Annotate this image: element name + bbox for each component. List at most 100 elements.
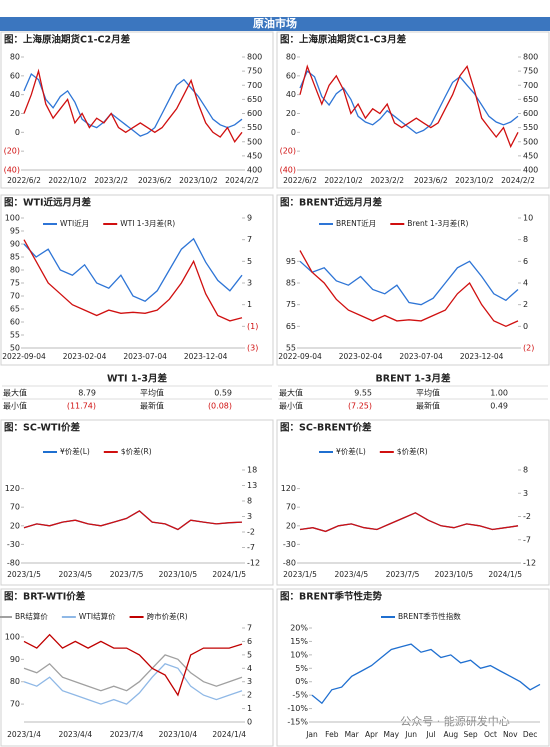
- x-tick-label: 2023/4/5: [334, 570, 368, 579]
- stats-cell: (0.08): [208, 402, 232, 411]
- x-tick-label: 2023-02-04: [63, 352, 107, 361]
- y2-tick-label: 450: [523, 151, 538, 160]
- header-bar: [0, 17, 550, 31]
- x-tick-label: 2023/10/2: [179, 176, 218, 185]
- x-tick-label: Apr: [365, 730, 379, 739]
- x-tick-label: 2023/1/5: [7, 570, 41, 579]
- x-tick-label: 2023/1/4: [7, 730, 41, 739]
- y2-tick-label: 450: [247, 151, 262, 160]
- y-tick-label: -5%: [292, 691, 308, 700]
- panel-frame: [0, 31, 274, 189]
- x-tick-label: 2022/10/2: [48, 176, 87, 185]
- y2-tick-label: -7: [247, 543, 255, 552]
- x-tick-label: 2022/6/2: [7, 176, 41, 185]
- x-tick-label: 2023/2/2: [370, 176, 404, 185]
- y2-tick-label: 3: [523, 489, 528, 498]
- header-title: 原油市场: [253, 16, 297, 30]
- x-tick-label: 2024/1/5: [212, 570, 246, 579]
- series-line: [23, 68, 243, 144]
- chart-title: 图：上海原油期货C1-C2月差: [4, 34, 131, 46]
- y-tick-label: 120: [281, 484, 296, 493]
- series-line: [23, 663, 243, 705]
- y2-tick-label: 8: [247, 497, 252, 506]
- y-tick-label: 120: [5, 484, 20, 493]
- y-tick-label: (20): [280, 147, 296, 156]
- y2-tick-label: 650: [247, 95, 262, 104]
- y2-tick-label: 1: [247, 300, 252, 309]
- x-tick-label: 2022-09-04: [278, 352, 322, 361]
- x-tick-label: 2023-02-04: [339, 352, 383, 361]
- x-tick-label: 2024/2/2: [225, 176, 259, 185]
- y2-tick-label: -2: [247, 528, 255, 537]
- y2-tick-label: (1): [247, 322, 258, 331]
- y2-tick-label: 0: [523, 322, 528, 331]
- y-tick-label: -30: [283, 540, 296, 549]
- y-tick-label: 75: [286, 300, 296, 309]
- y-tick-label: (40): [4, 166, 20, 175]
- x-tick-label: 2023/10/4: [159, 730, 198, 739]
- stats-cell: 平均值: [416, 388, 440, 398]
- panel-frame: [0, 194, 274, 366]
- y2-tick-label: 550: [523, 123, 538, 132]
- x-tick-label: 2023-12-04: [184, 352, 228, 361]
- y-tick-label: 20%: [290, 624, 308, 633]
- y2-tick-label: 700: [523, 81, 538, 90]
- x-tick-label: 2023/6/2: [138, 176, 172, 185]
- y-tick-label: 70: [10, 292, 20, 301]
- y2-tick-label: 13: [247, 481, 257, 490]
- legend-label: Brent 1-3月差(R): [407, 218, 468, 228]
- legend-label: $价差(R): [397, 446, 428, 456]
- chart-title: 图：SC-WTI价差: [4, 422, 81, 434]
- y2-tick-label: 8: [523, 235, 528, 244]
- stats-title: BRENT 1-3月差: [376, 373, 451, 385]
- chart-title: 图：SC-BRENT价差: [280, 422, 372, 434]
- series-line: [23, 72, 243, 137]
- x-tick-label: Feb: [325, 730, 339, 739]
- legend-label: WTI结算价: [79, 611, 116, 621]
- legend-label: BRENT季节性指数: [398, 611, 461, 621]
- stats-cell: 最新值: [140, 401, 164, 411]
- x-tick-label: Mar: [345, 730, 360, 739]
- stats-cell: (11.74): [67, 402, 96, 411]
- legend-label: ¥价差(L): [60, 446, 90, 456]
- x-tick-label: 2023/10/5: [435, 570, 474, 579]
- y2-tick-label: 600: [523, 109, 538, 118]
- y-tick-label: 85: [286, 279, 296, 288]
- stats-cell: 最新值: [416, 401, 440, 411]
- y2-tick-label: 700: [247, 81, 262, 90]
- x-tick-label: 2023/1/5: [283, 570, 317, 579]
- y-tick-label: 55: [286, 344, 296, 353]
- series-line: [299, 260, 519, 306]
- y2-tick-label: 6: [247, 637, 252, 646]
- y-tick-label: 60: [10, 71, 20, 80]
- stats-cell: 最小值: [3, 401, 27, 411]
- panel-frame: [276, 588, 550, 747]
- y2-tick-label: 600: [247, 109, 262, 118]
- x-tick-label: May: [384, 730, 400, 739]
- y2-tick-label: 550: [247, 123, 262, 132]
- stats-cell: 1.00: [490, 389, 508, 398]
- series-line: [23, 654, 243, 692]
- x-tick-label: 2024/1/4: [212, 730, 246, 739]
- y-tick-label: 70: [286, 503, 296, 512]
- series-line: [299, 64, 519, 149]
- y2-tick-label: -7: [523, 535, 531, 544]
- y-tick-label: -80: [7, 559, 20, 568]
- y-tick-label: 80: [10, 53, 20, 62]
- y2-tick-label: 5: [247, 650, 252, 659]
- y2-tick-label: 750: [523, 67, 538, 76]
- x-tick-label: Dec: [523, 730, 538, 739]
- y-tick-label: 0%: [295, 677, 308, 686]
- x-tick-label: 2023/4/5: [58, 570, 92, 579]
- y2-tick-label: 750: [247, 67, 262, 76]
- legend-label: BRENT近月: [336, 218, 376, 228]
- chart-title: 图：WTI近远月月差: [4, 197, 91, 209]
- y-tick-label: -10%: [287, 704, 308, 713]
- y-tick-label: 0: [291, 128, 296, 137]
- legend-label: ¥价差(L): [336, 446, 366, 456]
- chart-title: 图：BRENT近远月月差: [280, 197, 382, 209]
- y2-tick-label: (3): [247, 344, 258, 353]
- y-tick-label: 65: [10, 305, 20, 314]
- y2-tick-label: 4: [247, 664, 252, 673]
